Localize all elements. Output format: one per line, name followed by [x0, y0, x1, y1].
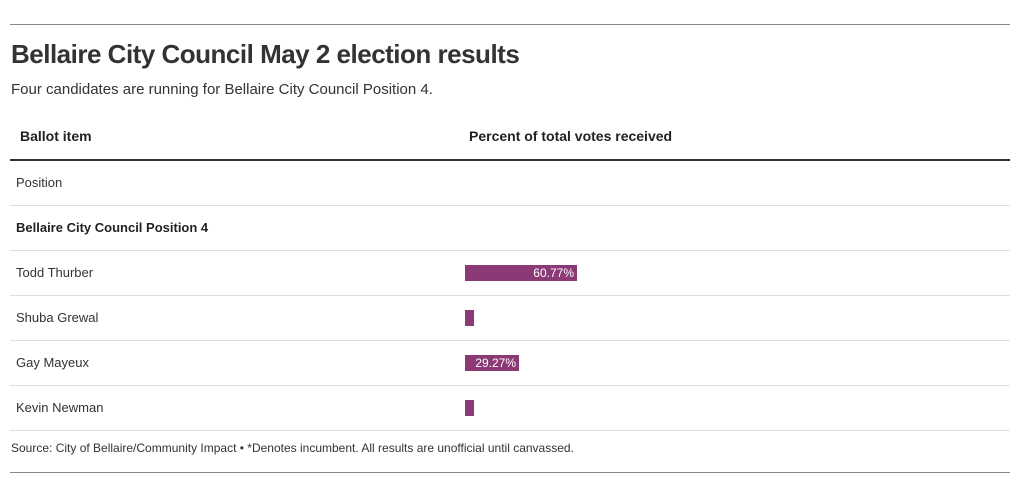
column-header-ballot-item: Ballot item: [20, 128, 92, 144]
column-header-percent: Percent of total votes received: [469, 128, 673, 144]
bar-area: [465, 310, 650, 326]
table-row-candidate: Kevin Newman: [10, 386, 1010, 431]
bar-area: 60.77%: [465, 265, 650, 281]
candidate-name: Shuba Grewal: [16, 310, 99, 325]
row-label-position: Position: [16, 175, 63, 190]
bar-area: 29.27%: [465, 355, 650, 371]
bar-area: [465, 400, 650, 416]
candidate-name: Kevin Newman: [16, 400, 104, 415]
table-row-candidate: Todd Thurber 60.77%: [10, 251, 1010, 296]
table-row-race: Bellaire City Council Position 4: [10, 206, 1010, 251]
candidate-name: Todd Thurber: [16, 265, 94, 280]
row-label-race: Bellaire City Council Position 4: [16, 220, 209, 235]
source-note: Source: City of Bellaire/Community Impac…: [11, 441, 574, 455]
chart-subtitle: Four candidates are running for Bellaire…: [11, 81, 433, 98]
table-row-candidate: Shuba Grewal: [10, 296, 1010, 341]
candidate-name: Gay Mayeux: [16, 355, 89, 370]
table-header: Ballot item Percent of total votes recei…: [10, 113, 1010, 161]
vote-bar: 29.27%: [465, 355, 519, 371]
chart-title: Bellaire City Council May 2 election res…: [11, 39, 520, 69]
bar-value-label: 29.27%: [475, 356, 516, 370]
vote-bar: 60.77%: [465, 265, 577, 281]
table-row-position: Position: [10, 161, 1010, 206]
vote-bar: [465, 400, 474, 416]
vote-bar: [465, 310, 474, 326]
results-table: Ballot item Percent of total votes recei…: [10, 113, 1010, 431]
table-row-candidate: Gay Mayeux 29.27%: [10, 341, 1010, 386]
bar-value-label: 60.77%: [533, 266, 574, 280]
chart-frame: Bellaire City Council May 2 election res…: [10, 24, 1010, 473]
